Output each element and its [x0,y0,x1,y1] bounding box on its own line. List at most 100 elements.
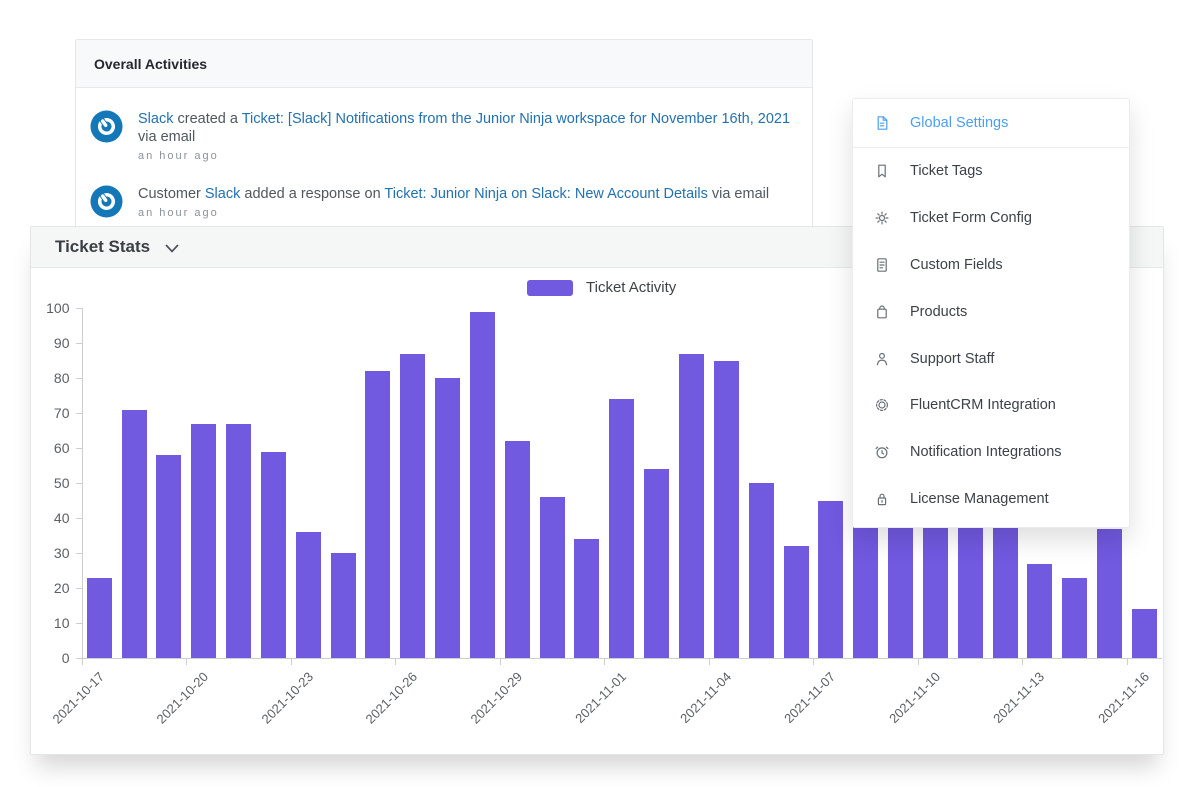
y-axis-label: 0 [61,650,70,666]
x-axis-label: 2021-11-13 [990,669,1048,726]
avatar [90,110,123,143]
bar-2021-11-04[interactable] [713,360,739,658]
bar-2021-11-07[interactable] [818,500,844,658]
bar-2021-11-03[interactable] [678,353,704,658]
x-axis-tick [1022,659,1024,665]
menu-item-custom-fields[interactable]: Custom Fields [853,241,1129,288]
bar-2021-10-20[interactable] [191,423,217,658]
menu-item-license-management[interactable]: License Management [853,476,1129,523]
activity-link[interactable]: Slack [138,111,174,127]
menu-item-notification-integrations[interactable]: Notification Integrations [853,429,1129,476]
bar-2021-10-22[interactable] [260,451,286,658]
bar-2021-11-13[interactable] [1027,563,1053,658]
x-axis-label: 2021-10-17 [49,669,107,727]
menu-item-label: License Management [910,491,1049,508]
x-axis-tick [81,659,83,665]
bookmark-icon [874,163,890,179]
activity-text-line: Customer Slack added a response on Ticke… [138,185,769,203]
menu-item-global-settings[interactable]: Global Settings [853,99,1129,148]
settings-menu-panel: Global Settings Ticket Tags Ticket Form Co… [852,98,1130,528]
badge-gear-icon [874,397,890,413]
bar-2021-10-30[interactable] [539,497,565,658]
activity-timestamp: an hour ago [138,150,219,163]
y-axis-tick [75,308,82,309]
x-axis-label: 2021-11-04 [676,669,734,726]
x-axis-label: 2021-11-16 [1095,669,1152,726]
y-axis-label: 80 [53,370,70,386]
activity-list: Slack created a Ticket: [Slack] Notifica… [76,88,812,219]
menu-item-ticket-tags[interactable]: Ticket Tags [853,148,1129,195]
bar-2021-10-24[interactable] [330,553,356,658]
bar-2021-10-27[interactable] [435,378,461,658]
x-axis-label: 2021-10-23 [258,669,316,727]
activity-text: Customer [138,186,205,203]
activity-text: via email [707,186,770,203]
bar-2021-10-21[interactable] [226,423,252,658]
overall-activities-title: Overall Activities [94,55,208,72]
bar-2021-11-05[interactable] [748,483,774,658]
menu-item-ticket-form-config[interactable]: Ticket Form Config [853,194,1129,241]
y-axis-tick [75,588,82,589]
activity-text-line: Slack created a Ticket: [Slack] Notifica… [138,110,794,146]
x-axis-label: 2021-10-29 [467,669,525,727]
x-axis-tick [290,659,292,665]
bar-2021-11-02[interactable] [644,469,670,658]
menu-item-fluentcrm-integration[interactable]: FluentCRM Integration [853,382,1129,429]
bar-2021-10-29[interactable] [504,441,530,658]
activity-link[interactable]: Slack [204,186,241,203]
x-axis-label: 2021-11-10 [886,669,943,726]
menu-item-label: Notification Integrations [910,444,1062,461]
x-axis-tick [1127,659,1128,665]
x-axis-tick [186,659,188,665]
activity-text: created a [173,111,242,127]
bar-2021-10-18[interactable] [121,409,147,658]
document-lines-icon [874,257,890,273]
chart-legend[interactable]: Ticket Activity [527,279,676,296]
bar-2021-10-19[interactable] [156,455,182,658]
activity-item: Slack created a Ticket: [Slack] Notifica… [90,110,794,162]
chevron-down-icon[interactable] [165,244,179,253]
user-icon [874,351,890,367]
document-icon [874,115,890,131]
x-axis-tick [917,659,919,665]
bar-2021-11-06[interactable] [783,546,809,658]
y-axis-tick [75,623,82,624]
menu-item-label: Custom Fields [910,256,1003,273]
bar-2021-10-31[interactable] [574,539,600,658]
y-axis [81,308,83,658]
x-axis-label: 2021-10-20 [153,669,212,727]
bar-2021-10-23[interactable] [295,532,321,658]
bar-2021-10-25[interactable] [365,371,391,658]
bar-2021-10-26[interactable] [400,353,426,658]
y-axis-tick [75,553,82,554]
bar-2021-10-28[interactable] [469,311,495,658]
activity-link[interactable]: Ticket: [Slack] Notifications from the J… [241,111,791,127]
x-axis-label: 2021-11-01 [572,669,630,726]
y-axis-label: 90 [53,335,70,351]
legend-swatch [527,279,573,296]
y-axis-tick [75,343,82,344]
menu-item-products[interactable]: Products [853,288,1129,335]
y-axis-tick [75,518,82,519]
menu-item-label: Support Staff [910,350,995,367]
y-axis-tick [75,378,82,379]
bar-2021-11-15[interactable] [1097,528,1123,658]
bar-2021-11-16[interactable] [1131,609,1157,658]
bar-2021-10-17[interactable] [86,577,112,658]
menu-item-support-staff[interactable]: Support Staff [853,335,1129,382]
y-axis-label: 20 [53,580,70,596]
menu-item-label: FluentCRM Integration [910,397,1056,414]
x-axis-tick [395,659,397,665]
activity-link[interactable]: Ticket: Junior Ninja on Slack: New Accou… [384,186,708,203]
x-axis-label: 2021-10-26 [362,669,421,727]
y-axis-tick [75,413,82,414]
y-axis-label: 100 [46,300,70,316]
menu-item-label: Ticket Form Config [910,209,1032,226]
lock-icon [874,491,890,507]
gear-icon [874,210,890,226]
bar-2021-11-14[interactable] [1062,577,1088,658]
x-axis-tick [813,659,815,665]
bar-2021-11-01[interactable] [609,399,635,658]
activity-text: added a response on [240,186,385,203]
